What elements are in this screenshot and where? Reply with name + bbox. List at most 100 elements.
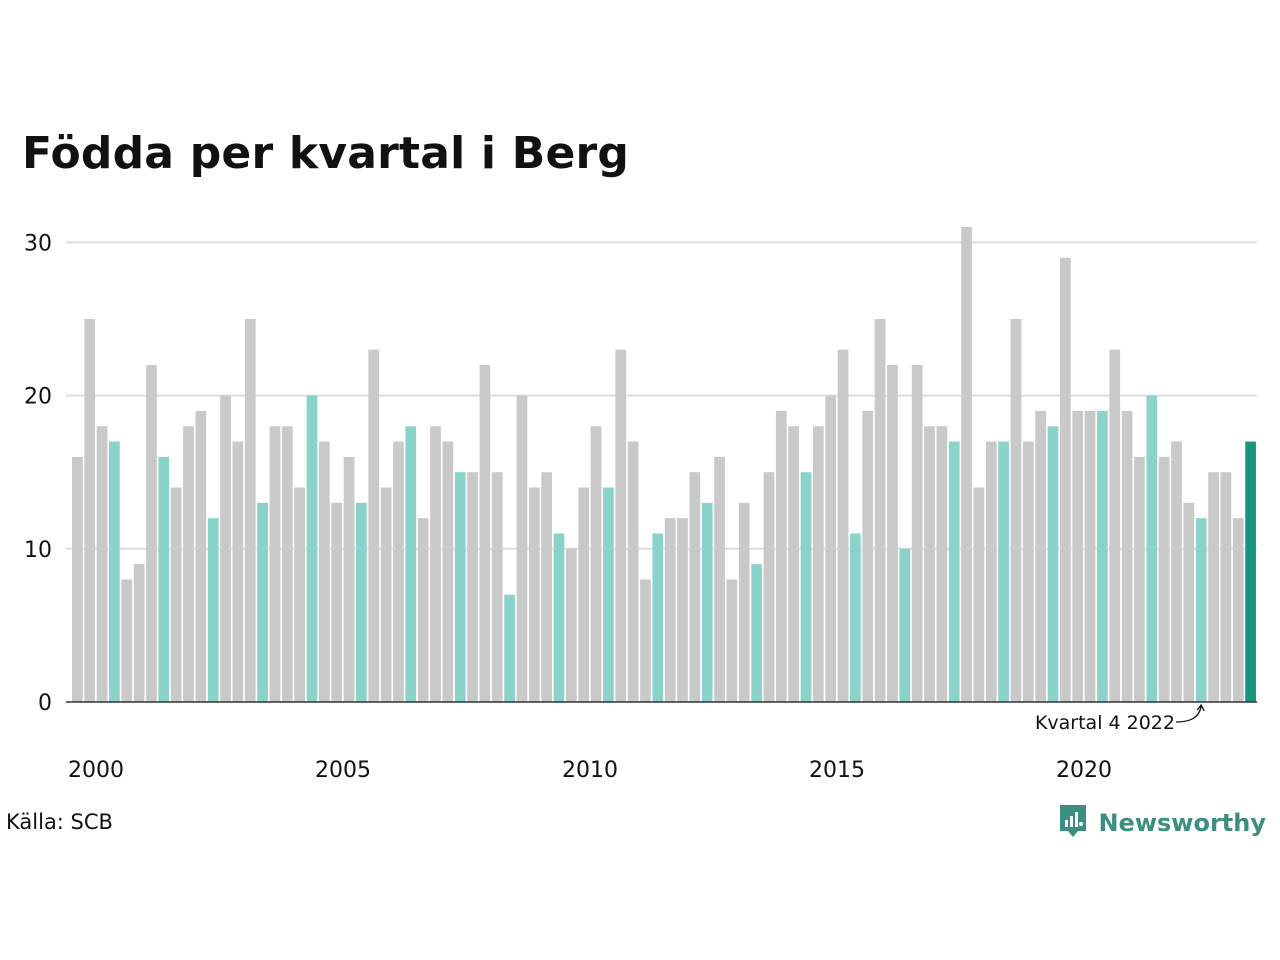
bar [899,548,911,702]
bar [207,518,219,702]
bar [491,472,503,702]
bar [84,319,96,702]
newsworthy-logo-icon [1058,803,1088,843]
bar [343,456,355,702]
bar [393,441,404,702]
bar [1158,456,1170,702]
bar [158,456,170,702]
bar [405,426,417,702]
bar [738,502,750,702]
bar [1060,257,1071,702]
y-axis-ticks: 0 10 20 30 [24,231,52,716]
y-tick-label: 0 [38,691,52,716]
bar [479,364,491,702]
bar [973,487,985,702]
bar [800,472,812,702]
bar [936,426,948,702]
bar [356,502,367,702]
annotation: Kvartal 4 2022 [1035,703,1205,734]
x-tick-label: 2015 [809,758,865,783]
bar [1047,426,1059,702]
bar [887,364,898,702]
bar [467,472,478,702]
bar [244,319,256,702]
bar [948,441,960,702]
bar [640,579,651,702]
annotation-arrow [1175,705,1202,723]
bar [603,487,614,702]
bar [985,441,997,702]
bar [1245,441,1256,702]
bar [306,395,318,702]
x-axis-ticks: 2000 2005 2010 2015 2020 [68,758,1112,783]
bar [1084,410,1096,702]
brand-name: Newsworthy [1098,809,1266,837]
bar [1109,349,1121,702]
bar [1232,518,1244,702]
bar [1121,410,1133,702]
bar [1208,472,1219,702]
y-tick-label: 10 [24,538,52,563]
bar [257,502,268,702]
bar [1171,441,1182,702]
bar [788,426,799,702]
bar [627,441,639,702]
latest-bar-annotation: Kvartal 4 2022 [1035,712,1175,734]
bar [430,426,441,702]
bar [109,441,120,702]
bar [1035,410,1046,702]
bar [911,364,923,702]
bar [96,426,108,702]
bar [133,564,145,702]
bar [1010,319,1022,702]
bar [1220,472,1232,702]
bar [183,426,194,702]
bar [294,487,305,702]
bar [442,441,454,702]
bar [664,518,676,702]
brand-logo[interactable]: Newsworthy [1058,803,1266,843]
bar [726,579,738,702]
bar [578,487,590,702]
bar [516,395,528,702]
bar [701,502,713,702]
bar [998,441,1009,702]
x-tick-label: 2005 [315,758,371,783]
x-tick-label: 2000 [68,758,124,783]
bar [232,441,244,702]
bar [121,579,133,702]
y-tick-label: 30 [24,231,52,256]
bar [677,518,688,702]
y-tick-label: 20 [24,385,52,410]
bar [1146,395,1158,702]
source-note: Källa: SCB [6,810,113,834]
bar [961,227,972,702]
x-tick-label: 2010 [562,758,618,783]
bar [714,456,725,702]
bar [417,518,429,702]
chart-title: Födda per kvartal i Berg [22,128,630,179]
bar [850,533,861,702]
bar [862,410,874,702]
bar [837,349,849,702]
bar [269,426,281,702]
bars [72,227,1256,702]
annotation-arrowhead [1196,703,1205,712]
bar [590,426,602,702]
bar [541,472,552,702]
bar [146,364,157,702]
bar [825,395,837,702]
bar [220,395,231,702]
bar [813,426,824,702]
bar [319,441,330,702]
bar [454,472,466,702]
bar [775,410,787,702]
bar [924,426,935,702]
bar [1097,410,1108,702]
bar [1195,518,1207,702]
bar [195,410,207,702]
bar [763,472,775,702]
bar [1072,410,1084,702]
bar [504,594,515,702]
bar [528,487,540,702]
